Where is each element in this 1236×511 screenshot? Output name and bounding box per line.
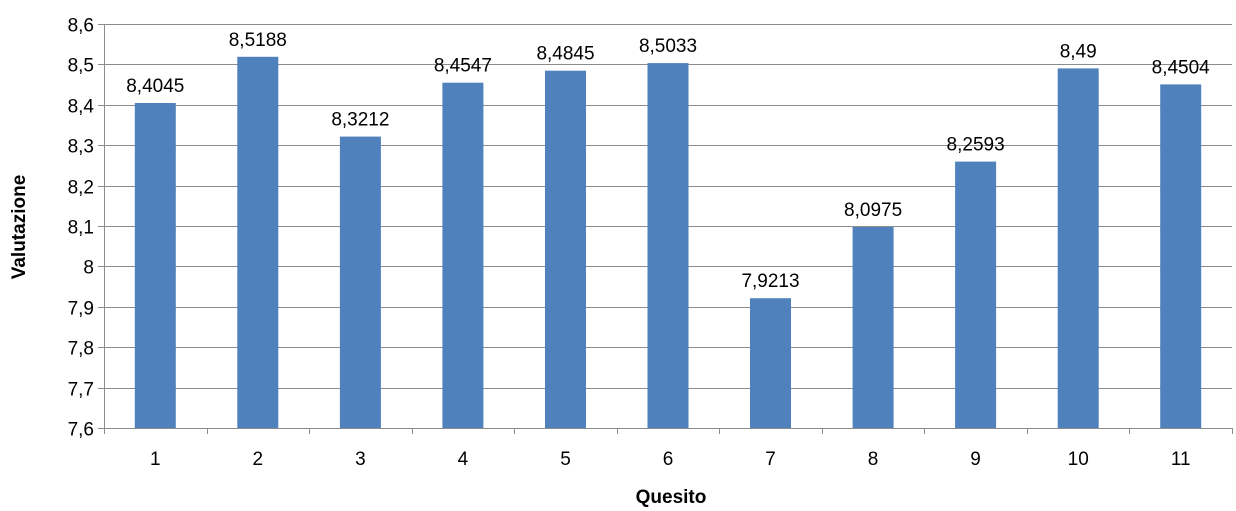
x-tick-label: 4 bbox=[458, 449, 469, 470]
bar-data-label: 8,3212 bbox=[331, 110, 389, 131]
x-tick-label: 9 bbox=[970, 449, 981, 470]
bar bbox=[647, 63, 689, 428]
bars bbox=[134, 56, 1202, 429]
bar bbox=[1057, 68, 1099, 429]
y-axis-title: Valutazione bbox=[9, 175, 30, 280]
x-tick-label: 1 bbox=[150, 449, 161, 470]
x-tick-label: 11 bbox=[1171, 449, 1191, 470]
y-tick-label: 8,2 bbox=[68, 178, 94, 199]
bar bbox=[237, 56, 279, 429]
bar-data-label: 8,5033 bbox=[639, 36, 697, 57]
bar bbox=[955, 161, 997, 428]
bar bbox=[545, 70, 586, 428]
bar-data-label: 8,5188 bbox=[229, 30, 287, 51]
bar-data-label: 8,4845 bbox=[536, 44, 594, 65]
axes: 7,6 7,7 7,8 7,9 8 8,1 8,2 8,3 8,4 8,5 8,6 1 2 3 4 5 6 7 8 9… bbox=[68, 16, 1233, 470]
y-tick-label: 8,3 bbox=[68, 137, 94, 158]
bar bbox=[852, 227, 894, 428]
x-tick-label: 6 bbox=[663, 449, 674, 470]
bar-data-label: 8,4547 bbox=[434, 56, 492, 77]
x-axis-title: Quesito bbox=[636, 487, 707, 508]
bar-data-label: 8,0975 bbox=[844, 200, 902, 221]
bar-data-label: 8,4504 bbox=[1152, 57, 1211, 78]
x-tick-label: 8 bbox=[868, 449, 879, 470]
y-tick-label: 7,9 bbox=[68, 299, 94, 320]
bar bbox=[1160, 84, 1202, 429]
x-tick-label: 2 bbox=[253, 449, 264, 470]
bar-data-label: 8,2593 bbox=[947, 135, 1005, 156]
y-tick-label: 7,6 bbox=[68, 420, 94, 441]
bar-data-label: 8,49 bbox=[1060, 41, 1097, 62]
y-tick-label: 8,6 bbox=[68, 16, 94, 37]
data-labels: 8,4045 8,5188 8,3212 8,4547 8,4845 8,5033 7,92… bbox=[126, 30, 1210, 292]
y-tick-label: 8,1 bbox=[68, 218, 94, 239]
y-tick-label: 7,7 bbox=[68, 380, 94, 401]
y-tick-label: 8,4 bbox=[68, 97, 95, 118]
x-tick-label: 7 bbox=[765, 449, 776, 470]
x-tick-label: 5 bbox=[560, 449, 571, 470]
y-tick-label: 7,8 bbox=[68, 339, 94, 360]
bar-data-label: 7,9213 bbox=[741, 271, 799, 292]
x-tick-label: 3 bbox=[355, 449, 366, 470]
y-tick-label: 8,5 bbox=[68, 56, 94, 77]
x-tick-label: 10 bbox=[1068, 449, 1089, 470]
bar bbox=[134, 103, 176, 428]
y-tick-label: 8 bbox=[83, 258, 94, 279]
bar bbox=[339, 136, 381, 428]
bar bbox=[750, 298, 791, 428]
bar-data-label: 8,4045 bbox=[126, 76, 184, 97]
bar bbox=[442, 82, 484, 428]
